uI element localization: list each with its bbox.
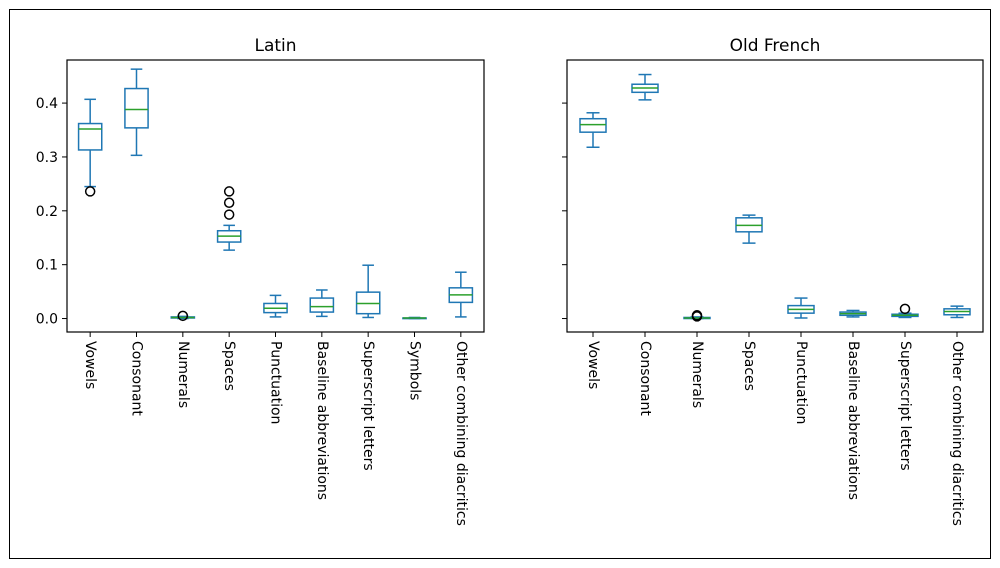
panel-latin: Latin 0.0 0.1 0.2 0.3 0.4 Vowels Consonant Nume…	[36, 36, 485, 526]
box-baseline-abbreviations	[839, 309, 867, 318]
y-tick-label: 0.2	[36, 204, 58, 220]
x-tick-label: Spaces	[221, 341, 237, 391]
box-symbols	[402, 316, 427, 320]
box-baseline-abbreviations	[309, 289, 335, 318]
panel-title: Old French	[730, 36, 821, 56]
x-tick-label: Superscript letters	[897, 341, 913, 471]
y-tick-label: 0.4	[36, 96, 58, 112]
iqr-box	[124, 87, 149, 129]
outlier-point	[177, 310, 189, 322]
x-tick-label: Vowels	[585, 341, 601, 389]
x-tick-label: Baseline abbreviations	[314, 341, 330, 500]
box-numerals	[170, 310, 196, 322]
box-superscript-letters	[891, 303, 919, 319]
box-spaces	[216, 186, 242, 251]
x-tick-label: Other combining diacritics	[949, 341, 965, 526]
figure-border	[9, 9, 991, 559]
outlier-point	[223, 197, 235, 208]
x-tick-label: Superscript letters	[360, 341, 376, 471]
x-tick-label: Punctuation	[268, 341, 284, 424]
outlier-point	[691, 310, 703, 321]
iqr-box	[309, 297, 335, 313]
y-tick-label: 0.1	[36, 258, 58, 274]
x-tick-label: Symbols	[407, 341, 423, 400]
axes-frame	[566, 59, 984, 333]
x-tick-label: Numerals	[175, 341, 191, 408]
box-punctuation	[263, 294, 288, 318]
box-consonant	[124, 68, 149, 157]
x-tick-label: Punctuation	[793, 341, 809, 424]
iqr-box	[77, 122, 103, 151]
x-tick-label: Vowels	[82, 341, 98, 389]
box-vowels	[579, 112, 607, 149]
x-tick-label: Spaces	[741, 341, 757, 391]
box-superscript-letters	[355, 264, 381, 319]
box-consonant	[631, 73, 659, 101]
panel-old-french: Old French Vowels Consonant Numerals Spaces…	[562, 36, 984, 526]
iqr-box	[579, 117, 607, 133]
panel-title: Latin	[254, 36, 296, 56]
outlier-point	[84, 186, 96, 197]
x-tick-label: Consonant	[637, 341, 653, 416]
box-spaces	[735, 214, 763, 244]
outlier-point	[223, 209, 235, 220]
x-tick-label: Consonant	[129, 341, 145, 416]
outlier-point	[899, 303, 911, 315]
box-other-combining-diacritics	[448, 271, 474, 318]
x-tick-label: Numerals	[689, 341, 705, 408]
outlier-point	[223, 186, 235, 197]
y-tick-label: 0.3	[36, 150, 58, 166]
x-tick-label: Other combining diacritics	[453, 341, 469, 526]
x-tick-label: Baseline abbreviations	[845, 341, 861, 500]
y-tick-label: 0.0	[36, 312, 58, 328]
box-vowels	[77, 98, 103, 197]
box-other-combining-diacritics	[943, 305, 971, 319]
box-punctuation	[787, 297, 815, 319]
box-numerals	[683, 310, 711, 322]
